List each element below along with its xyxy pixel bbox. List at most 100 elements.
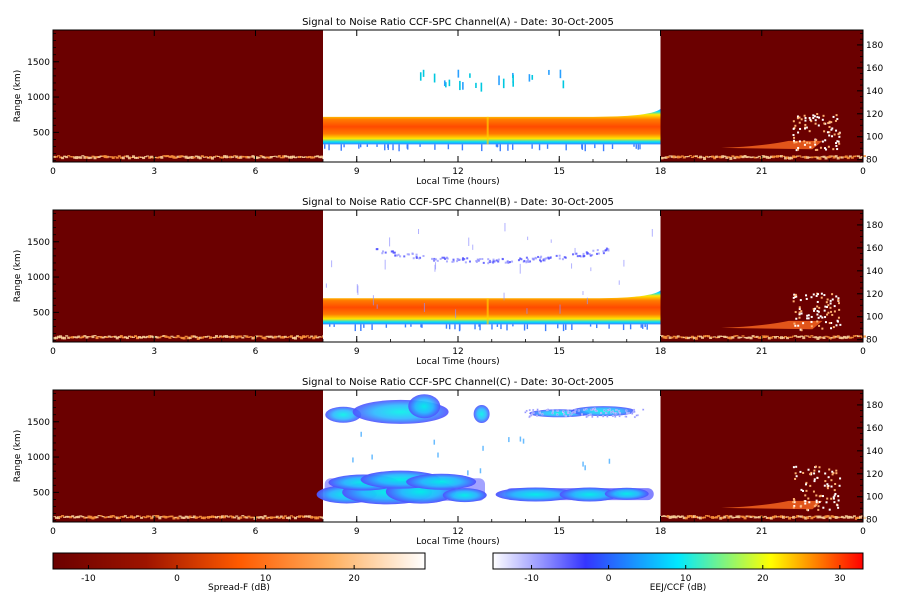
bottom-echo-trace: [271, 156, 275, 158]
bottom-echo-trace: [860, 336, 864, 338]
bottom-echo-trace: [674, 516, 678, 519]
bottom-echo-trace: [777, 155, 781, 158]
bottom-echo-trace: [61, 515, 65, 517]
bottom-echo-trace: [142, 156, 146, 160]
bottom-echo-trace: [717, 335, 721, 339]
bottom-echo-trace: [767, 336, 771, 340]
bottom-echo-trace: [257, 156, 261, 159]
bottom-echo-trace: [269, 156, 273, 159]
x-tick-label: 9: [354, 527, 360, 537]
bottom-echo-trace: [745, 515, 749, 518]
x-axis-label: Local Time (hours): [416, 177, 499, 187]
bottom-echo-trace: [99, 155, 103, 157]
bottom-echo-trace: [289, 155, 293, 159]
bottom-echo-trace: [310, 335, 314, 338]
bottom-echo-trace: [680, 336, 684, 339]
bottom-echo-trace: [194, 516, 198, 519]
y2-tick-label: 100: [866, 313, 883, 323]
bottom-echo-trace: [771, 336, 775, 338]
bottom-echo-trace: [164, 155, 168, 158]
bottom-echo-trace: [794, 335, 798, 337]
bottom-echo-trace: [690, 515, 694, 519]
bottom-echo-trace: [99, 335, 103, 339]
y-tick-label: 500: [33, 488, 50, 498]
bottom-echo-trace: [701, 156, 704, 158]
bottom-echo-trace: [148, 156, 152, 159]
bottom-echo-trace: [283, 155, 287, 158]
bottom-echo-trace: [172, 336, 176, 339]
bottom-echo-trace: [77, 335, 81, 338]
bottom-echo-trace: [279, 336, 283, 339]
bottom-echo-trace: [206, 335, 210, 337]
spread-f-window: [53, 210, 323, 342]
bottom-echo-trace: [247, 156, 251, 159]
bottom-echo-trace: [115, 336, 119, 340]
bottom-echo-trace: [186, 516, 190, 519]
bottom-echo-trace: [306, 515, 310, 518]
y2-tick-label: 100: [866, 133, 883, 143]
bottom-echo-trace: [123, 515, 127, 517]
bottom-echo-trace: [81, 335, 85, 339]
bottom-echo-trace: [158, 336, 162, 339]
bottom-echo-trace: [249, 156, 253, 158]
bottom-echo-trace: [253, 156, 257, 159]
bottom-echo-trace: [273, 335, 277, 339]
bottom-echo-trace: [784, 335, 788, 338]
bottom-echo-trace: [69, 516, 73, 519]
bottom-echo-trace: [806, 335, 810, 337]
bottom-echo-trace: [91, 155, 95, 158]
spread-f-plume: [721, 465, 842, 512]
bottom-echo-trace: [739, 155, 743, 158]
y2-tick-label: 120: [866, 470, 883, 480]
bottom-echo-trace: [287, 516, 291, 520]
bottom-echo-trace: [761, 516, 765, 518]
bottom-echo-trace: [219, 515, 223, 519]
bottom-echo-trace: [316, 336, 320, 339]
bottom-echo-trace: [285, 155, 289, 158]
bottom-echo-trace: [267, 516, 271, 518]
bottom-echo-trace: [204, 516, 208, 518]
bottom-echo-trace: [184, 335, 188, 337]
bottom-echo-trace: [826, 336, 830, 338]
bottom-echo-trace: [109, 515, 113, 518]
bottom-echo-trace: [208, 156, 212, 159]
bottom-echo-trace: [680, 155, 684, 157]
echo-band: [323, 290, 661, 332]
bottom-echo-trace: [788, 156, 792, 160]
bottom-echo-trace: [150, 516, 154, 520]
bottom-echo-trace: [273, 155, 277, 157]
bottom-echo-trace: [733, 335, 737, 337]
bottom-echo-trace: [769, 336, 773, 339]
bottom-echo-trace: [703, 156, 707, 160]
y2-tick-label: 140: [866, 267, 883, 277]
bottom-echo-trace: [212, 156, 216, 158]
bottom-echo-trace: [696, 516, 700, 519]
bottom-echo-trace: [300, 336, 304, 340]
bottom-echo-trace: [840, 156, 844, 159]
bottom-echo-trace: [69, 336, 73, 339]
bottom-echo-trace: [212, 336, 216, 339]
panel-channel-c: Signal to Noise Ratio CCF-SPC Channel(C)…: [13, 377, 883, 547]
bottom-echo-trace: [129, 156, 133, 159]
bottom-echo-trace: [263, 336, 267, 340]
bottom-echo-trace: [265, 335, 269, 338]
bottom-echo-trace: [840, 336, 844, 340]
bottom-echo-trace: [692, 336, 696, 340]
bottom-echo-trace: [790, 156, 794, 160]
bottom-echo-trace: [81, 155, 85, 157]
echo-band: [323, 109, 661, 152]
bottom-echo-trace: [225, 155, 229, 159]
bottom-echo-trace: [239, 155, 243, 159]
colorbar-tick-label: 0: [174, 574, 180, 584]
bottom-echo-trace: [77, 515, 81, 519]
bottom-echo-trace: [743, 336, 747, 339]
bottom-echo-trace: [247, 515, 251, 518]
bottom-echo-trace: [91, 335, 95, 339]
bottom-echo-trace: [794, 516, 798, 518]
bottom-echo-trace: [846, 515, 850, 519]
bottom-echo-trace: [705, 155, 709, 158]
bottom-echo-trace: [103, 335, 107, 338]
bottom-echo-trace: [279, 515, 283, 518]
bottom-echo-trace: [850, 516, 854, 519]
bottom-echo-trace: [176, 516, 180, 520]
